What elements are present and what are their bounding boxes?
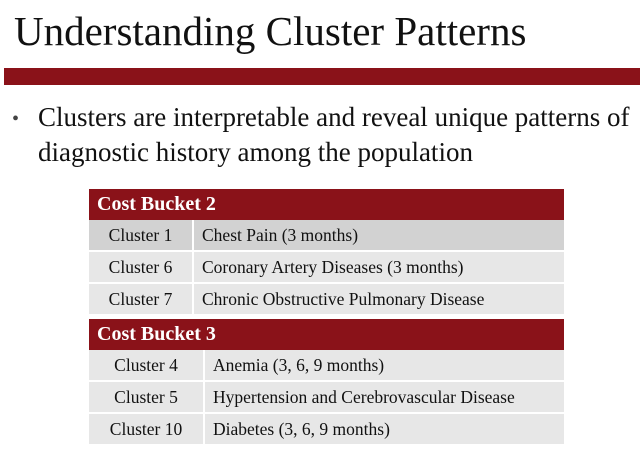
description-cell: Anemia (3, 6, 9 months) [204, 350, 564, 381]
bullet-text: Clusters are interpretable and reveal un… [38, 102, 630, 167]
cluster-cell: Cluster 4 [89, 350, 205, 381]
cost-bucket-2-table: Cost Bucket 2 Cluster 1 Chest Pain (3 mo… [89, 189, 564, 316]
bullet-dot-icon: • [12, 108, 20, 130]
description-cell: Chest Pain (3 months) [193, 220, 564, 251]
table-header: Cost Bucket 3 [89, 319, 564, 350]
table-row: Cluster 6 Coronary Artery Diseases (3 mo… [89, 251, 564, 283]
description-cell: Chronic Obstructive Pulmonary Disease [193, 283, 564, 315]
table-row: Cluster 5 Hypertension and Cerebrovascul… [89, 381, 564, 413]
cluster-cell: Cluster 5 [89, 381, 205, 413]
table-row: Cluster 7 Chronic Obstructive Pulmonary … [89, 283, 564, 315]
table-row: Cluster 1 Chest Pain (3 months) [89, 220, 564, 251]
cluster-cell: Cluster 1 [89, 220, 194, 251]
cluster-cell: Cluster 10 [89, 413, 205, 445]
cluster-cell: Cluster 7 [89, 283, 194, 315]
cost-bucket-3-table: Cost Bucket 3 Cluster 4 Anemia (3, 6, 9 … [89, 319, 564, 446]
table-row: Cluster 10 Diabetes (3, 6, 9 months) [89, 413, 564, 445]
description-cell: Hypertension and Cerebrovascular Disease [204, 381, 564, 413]
table-row: Cluster 4 Anemia (3, 6, 9 months) [89, 350, 564, 381]
title-underline-bar [4, 68, 640, 85]
description-cell: Diabetes (3, 6, 9 months) [204, 413, 564, 445]
cluster-cell: Cluster 6 [89, 251, 194, 283]
slide-title: Understanding Cluster Patterns [14, 8, 527, 54]
description-cell: Coronary Artery Diseases (3 months) [193, 251, 564, 283]
table-header: Cost Bucket 2 [89, 189, 564, 220]
